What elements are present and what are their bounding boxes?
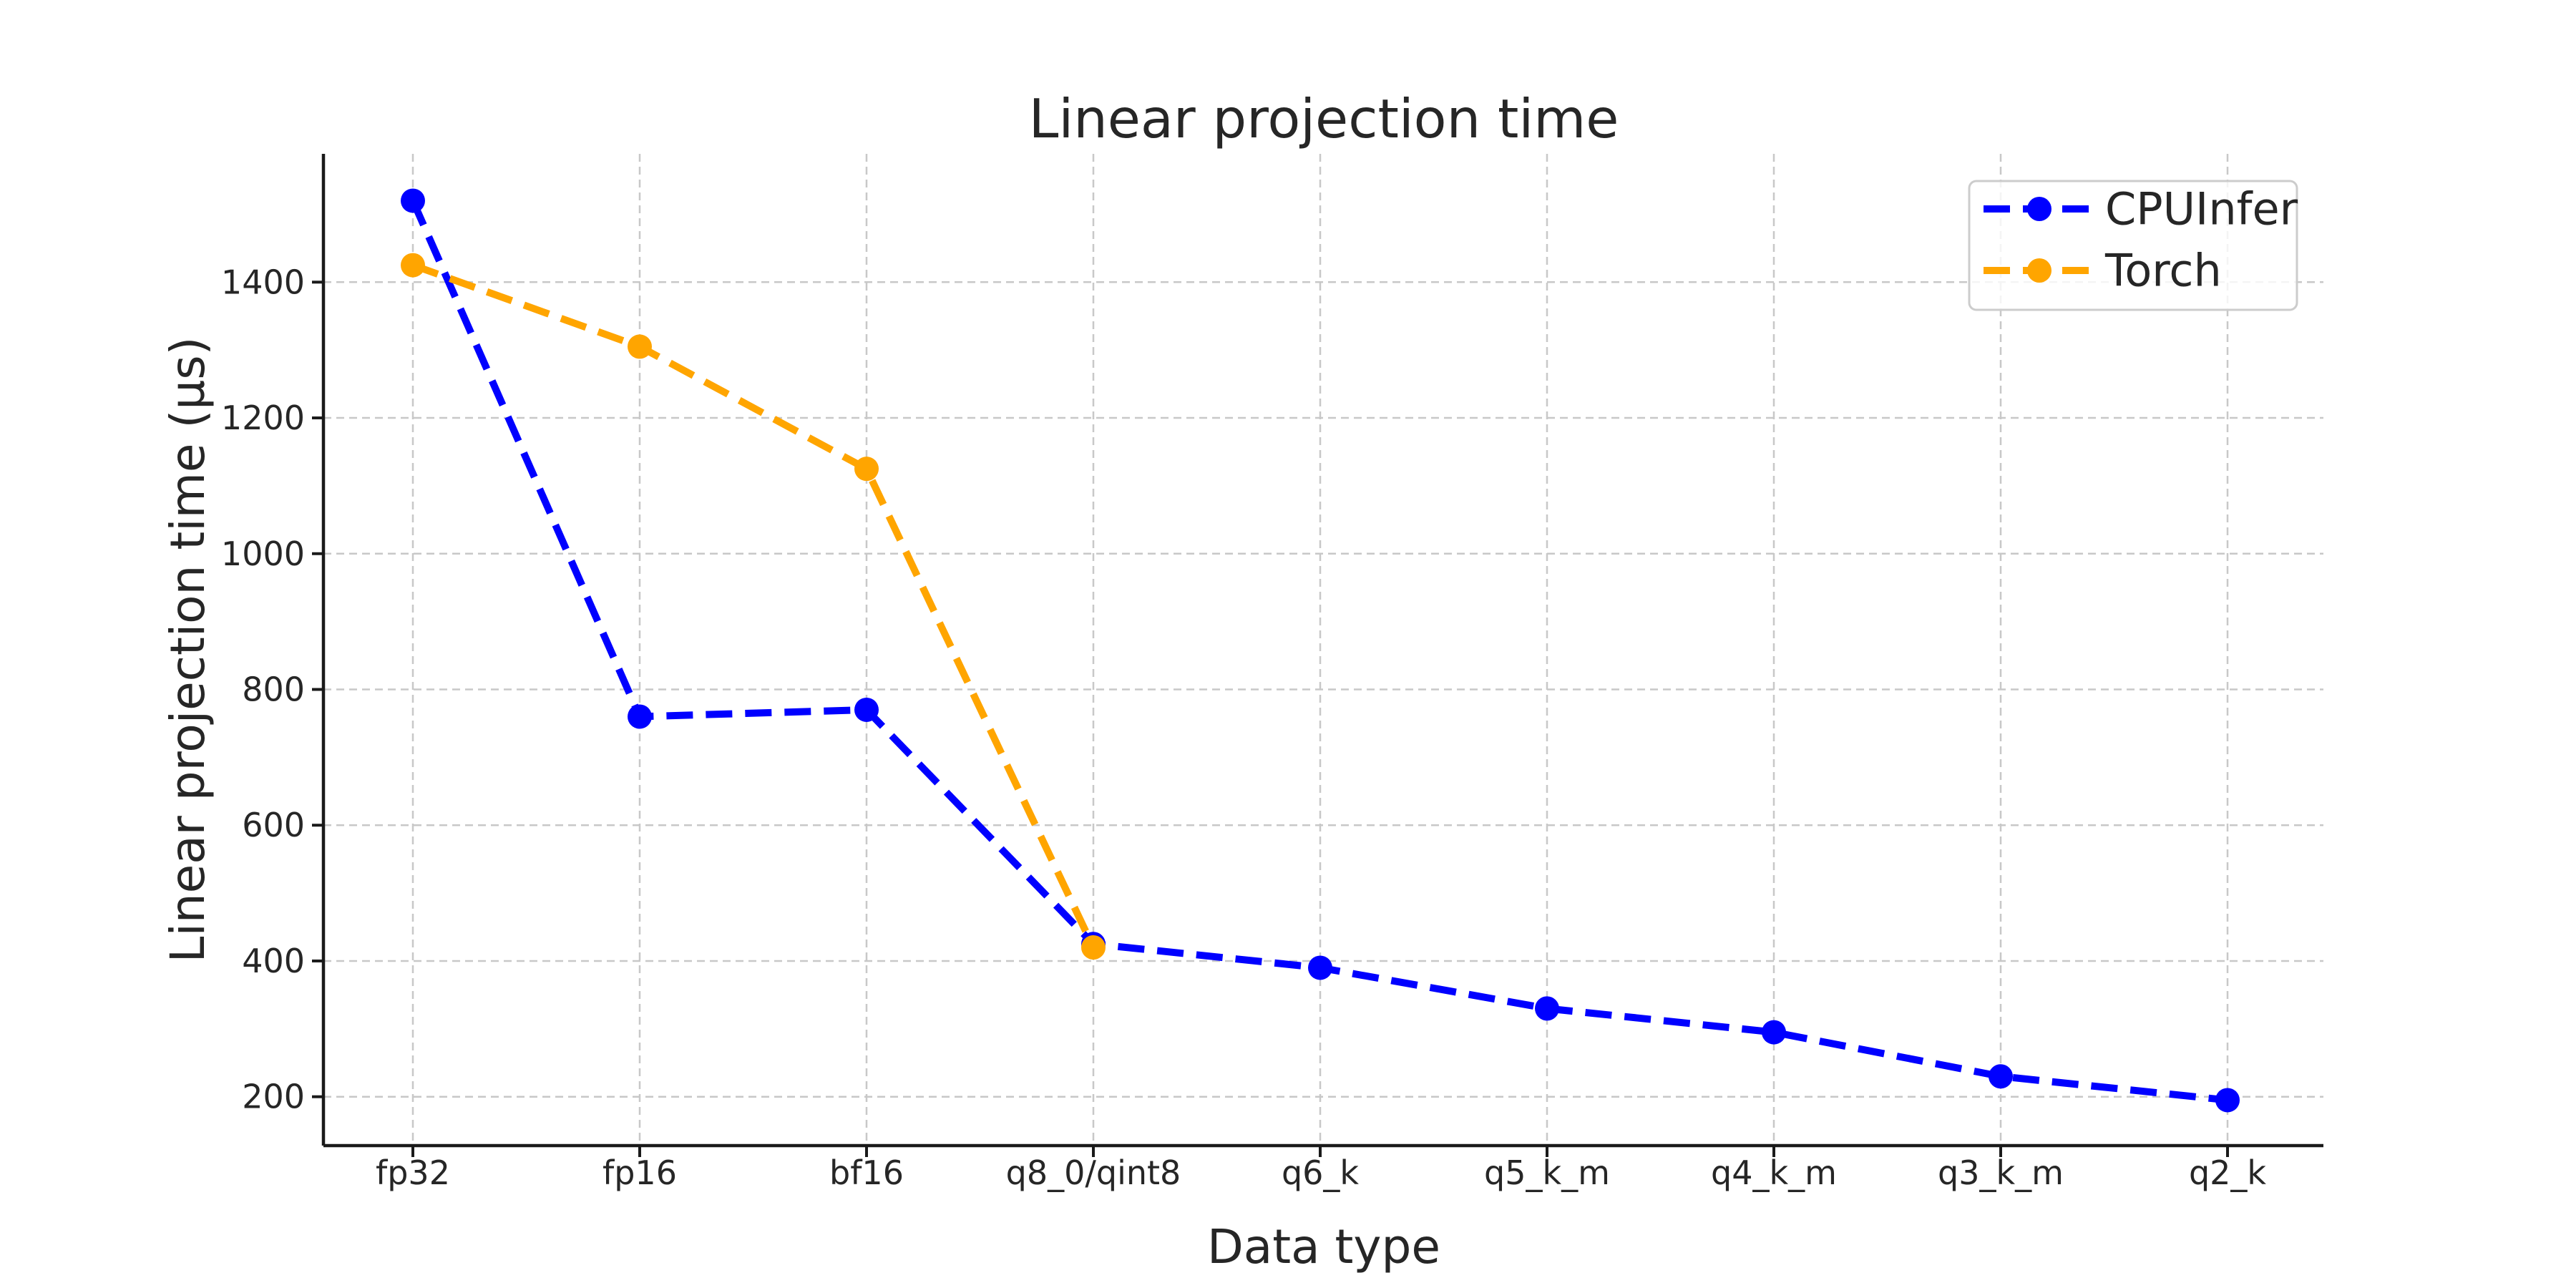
legend-box [1968,180,2298,311]
y-tick-label: 800 [242,670,305,708]
y-tick-label: 200 [242,1078,305,1116]
data-point-CPUInfer [1762,1020,1786,1045]
y-tick-label: 1200 [221,399,305,437]
x-axis-label: Data type [1207,1219,1440,1274]
x-tick-label: fp16 [602,1153,677,1192]
y-tick-label: 1000 [221,535,305,573]
data-point-Torch [1081,935,1106,960]
x-tick-label: q5_k_m [1484,1153,1610,1192]
grid-layer [323,154,2323,1146]
y-tick-label: 400 [242,942,305,980]
legend: CPUInfer Torch [1968,180,2298,311]
axes-layer: 200 400 600 800 1000 1200 1400 fp32 fp16 bf16 q8_0… [221,154,2323,1192]
data-point-Torch [854,457,879,482]
data-point-CPUInfer [401,188,425,213]
x-tick-label: q8_0/qint8 [1006,1153,1181,1192]
data-point-CPUInfer [1308,955,1332,980]
data-point-CPUInfer [854,697,879,722]
y-axis-label: Linear projection time (µs) [160,337,215,963]
data-point-Torch [401,253,425,278]
x-tick-label: q2_k [2189,1153,2266,1192]
series-layer [401,188,2240,1113]
legend-label-CPUInfer: CPUInfer [2105,183,2298,235]
x-tick-label: bf16 [829,1153,904,1192]
series-line-Torch [411,261,1097,950]
x-tick-label: q4_k_m [1711,1153,1837,1192]
data-point-CPUInfer [1535,996,1559,1021]
legend-sample-marker-Torch [2027,258,2051,283]
chart-title: Linear projection time [1029,87,1619,150]
x-tick-label: fp32 [376,1153,450,1192]
data-point-CPUInfer [2215,1088,2240,1113]
data-point-CPUInfer [1989,1064,2013,1089]
y-tick-label: 1400 [221,263,305,301]
data-point-CPUInfer [628,704,652,729]
y-tick-label: 600 [242,806,305,844]
legend-sample-marker-CPUInfer [2027,197,2051,221]
data-point-Torch [628,334,652,359]
legend-label-Torch: Torch [2104,245,2222,297]
x-tick-label: q6_k [1282,1153,1359,1192]
x-tick-label: q3_k_m [1938,1153,2064,1192]
